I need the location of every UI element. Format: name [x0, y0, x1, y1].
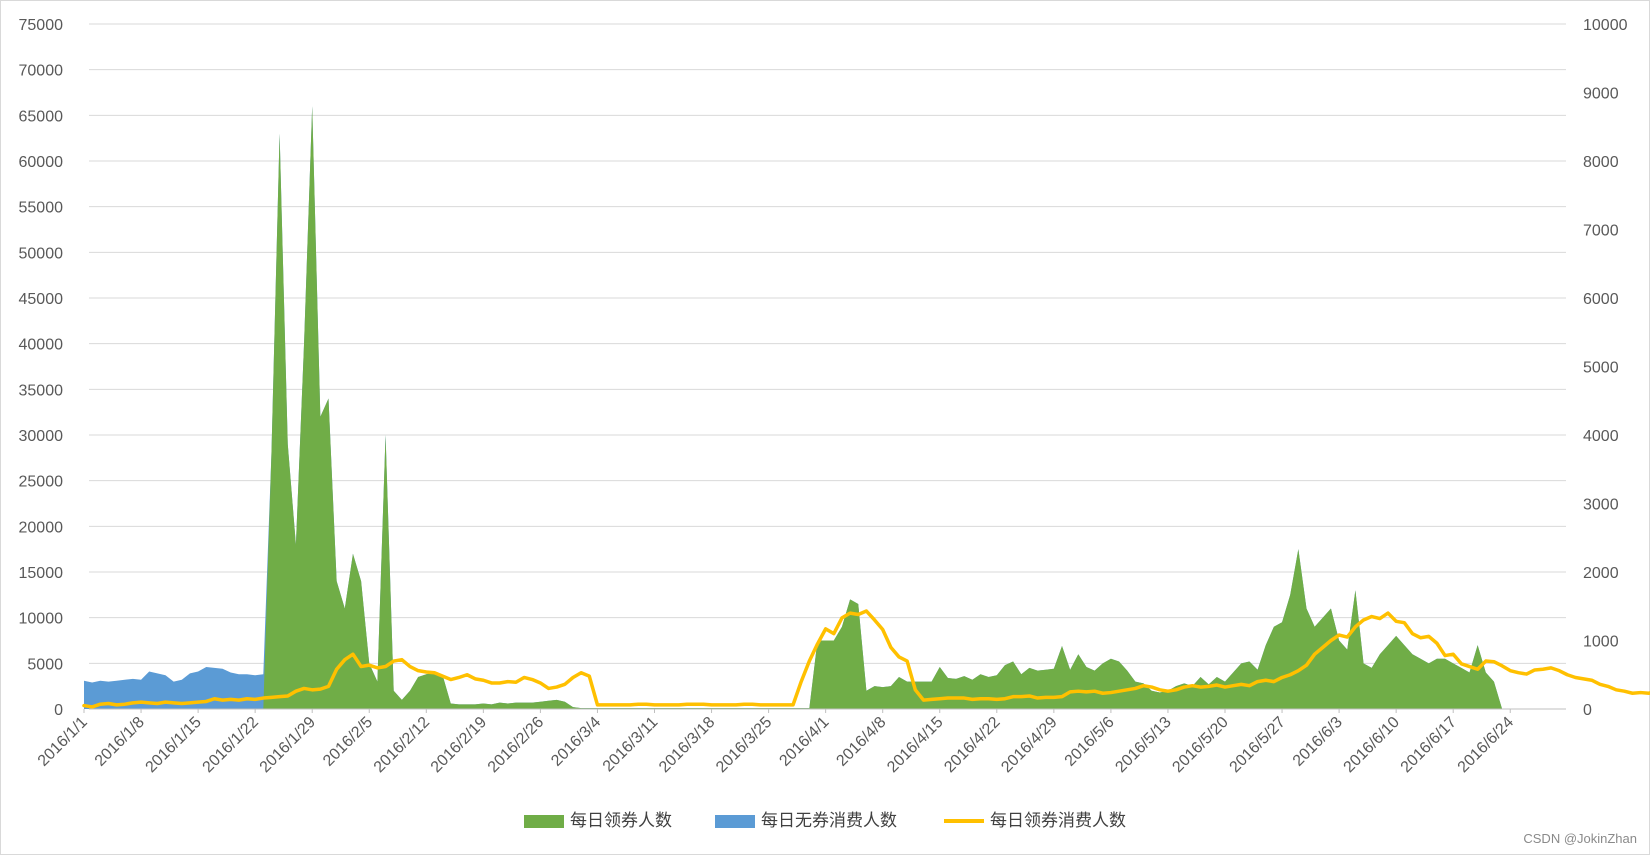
x-axis-tick-labels: 2016/1/1 2016/1/82016/1/152016/1/222016/1…: [35, 709, 1517, 776]
x-axis-tick-label: 2016/1/1: [35, 714, 91, 770]
legend-label: 每日无券消费人数: [761, 811, 897, 831]
left-axis-tick-label: 75000: [19, 17, 64, 34]
x-axis-tick-label: 2016/4/22: [941, 714, 1003, 776]
x-axis-tick-label: 2016/6/10: [1341, 714, 1403, 776]
right-axis-tick-label: 0: [1583, 702, 1592, 719]
x-axis-tick-label: 2016/3/11: [600, 714, 662, 776]
x-axis-tick-label: 2016/1/22: [200, 714, 262, 776]
gridlines: [89, 23, 1566, 710]
left-axis-tick-label: 30000: [19, 428, 64, 445]
x-axis-tick-label: 2016/3/4: [548, 714, 604, 770]
left-axis-tick-label: 50000: [19, 245, 64, 262]
x-axis-tick-label: 2016/1/15: [143, 714, 205, 776]
left-axis-tick-label: 20000: [19, 519, 64, 536]
x-axis-tick-label: 2016/4/15: [884, 714, 946, 776]
right-axis-tick-label: 8000: [1583, 154, 1619, 171]
line-series-coupon-consumers: [82, 609, 1650, 709]
left-axis-tick-label: 10000: [19, 611, 64, 628]
x-axis-tick-label: 2016/2/12: [371, 714, 433, 776]
watermark: CSDN @JokinZhan: [1523, 831, 1637, 846]
x-axis-tick-label: 2016/3/25: [713, 714, 775, 776]
x-axis-tick-label: 2016/4/1: [776, 714, 832, 770]
x-axis-tick-label: 2016/6/3: [1290, 714, 1346, 770]
x-axis-tick-label: 2016/5/27: [1227, 714, 1289, 776]
x-axis-tick-label: 2016/2/26: [485, 714, 547, 776]
right-axis-tick-label: 2000: [1583, 565, 1619, 582]
left-axis-tick-label: 15000: [19, 565, 64, 582]
x-axis-tick-label: 2016/1/8: [92, 714, 148, 770]
x-axis-tick-label: 2016/3/18: [656, 714, 718, 776]
left-axis-tick-labels: 0 5000 10000 15000 20000 25000 30000 35000 40000…: [19, 17, 64, 719]
right-axis-tick-label: 7000: [1583, 223, 1619, 240]
line-series-group: [82, 609, 1650, 709]
left-axis-tick-label: 65000: [19, 108, 64, 125]
right-axis-tick-label: 5000: [1583, 360, 1619, 377]
right-axis-tick-label: 9000: [1583, 86, 1619, 103]
right-axis-tick-label: 4000: [1583, 428, 1619, 445]
left-axis-tick-label: 45000: [19, 291, 64, 308]
right-axis-tick-label: 1000: [1583, 634, 1619, 651]
x-axis-tick-label: 2016/5/20: [1169, 714, 1231, 776]
legend-label: 每日领券消费人数: [990, 811, 1126, 831]
legend-label: 每日领券人数: [570, 811, 672, 831]
x-axis-tick-label: 2016/2/5: [320, 714, 376, 770]
left-axis-tick-label: 70000: [19, 63, 64, 80]
x-axis-tick-label: 2016/5/13: [1112, 714, 1174, 776]
right-axis-tick-label: 3000: [1583, 497, 1619, 514]
x-axis-tick-label: 2016/6/24: [1455, 714, 1517, 776]
legend-swatch: [524, 815, 564, 828]
legend: 每日领券人数 每日无券消费人数 每日领券消费人数: [524, 811, 1126, 831]
x-axis-tick-label: 2016/6/17: [1398, 714, 1460, 776]
left-axis-tick-label: 60000: [19, 154, 64, 171]
left-axis-tick-label: 35000: [19, 382, 64, 399]
x-axis-tick-label: 2016/2/19: [428, 714, 490, 776]
left-axis-tick-label: 25000: [19, 474, 64, 491]
x-axis-tick-label: 2016/4/8: [833, 714, 889, 770]
left-axis-tick-label: 5000: [27, 656, 63, 673]
left-axis-tick-label: 40000: [19, 337, 64, 354]
right-axis-tick-label: 6000: [1583, 291, 1619, 308]
left-axis-tick-label: 55000: [19, 200, 64, 217]
x-axis-tick-label: 2016/5/6: [1062, 714, 1118, 770]
x-axis-tick-label: 2016/1/29: [257, 714, 319, 776]
left-axis-tick-label: 0: [54, 702, 63, 719]
legend-swatch: [715, 815, 755, 828]
x-axis-tick-label: 2016/4/29: [998, 714, 1060, 776]
right-axis-tick-labels: 0 1000 2000 3000 4000 5000 6000 7000 8000 9000 100…: [1583, 17, 1628, 719]
right-axis-tick-label: 10000: [1583, 17, 1628, 34]
